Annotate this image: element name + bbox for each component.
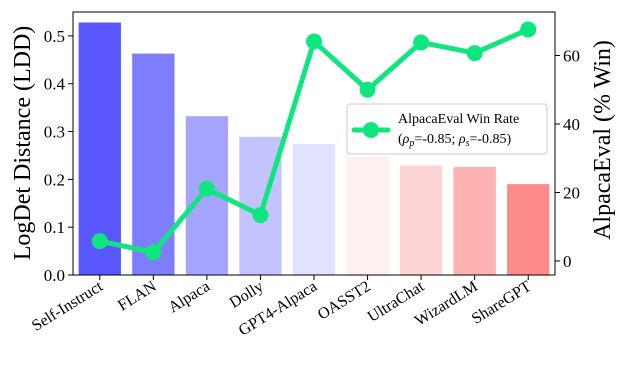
win-rate-point-alpaca — [198, 180, 215, 197]
right-tick-label: 40 — [563, 115, 580, 134]
x-tick-label: OASST2 — [315, 278, 374, 324]
win-rate-point-oasst2 — [359, 81, 376, 98]
left-tick-label: 0.4 — [44, 75, 66, 94]
bar-ultrachat — [399, 165, 443, 275]
right-tick-label: 0 — [563, 252, 572, 271]
right-ticks: 0 20 40 60 — [555, 46, 580, 271]
win-rate-point-sharegpt — [520, 21, 537, 38]
win-rate-point-dolly — [252, 207, 269, 224]
legend-marker-swatch — [363, 122, 379, 138]
left-tick-label: 0.2 — [44, 170, 65, 189]
bar-oasst2 — [346, 156, 389, 275]
left-tick-label: 0.0 — [44, 266, 65, 285]
y-axis-label: LogDet Distance (LDD) — [10, 26, 36, 261]
right-tick-label: 60 — [563, 46, 580, 65]
left-tick-label: 0.5 — [44, 27, 65, 46]
bar-gpt4-alpaca — [292, 143, 336, 275]
legend-entry: AlpacaEval Win Rate — [398, 112, 519, 127]
win-rate-point-flan — [145, 244, 162, 261]
x-tick-label: FLAN — [115, 278, 160, 315]
legend-box — [346, 103, 548, 155]
bar-self-instruct — [78, 22, 121, 275]
win-rate-point-self-instruct — [91, 233, 108, 250]
bar-sharegpt — [507, 184, 550, 275]
legend: AlpacaEval Win Rate (ρp=-0.85; ρs=-0.85) — [346, 103, 548, 155]
bars-group — [78, 22, 550, 275]
x-tick-label: Self-Instruct — [29, 278, 106, 335]
left-ticks: 0.0 0.1 0.2 0.3 0.4 0.5 — [44, 27, 73, 285]
legend-subtitle: (ρp=-0.85; ρs=-0.85) — [398, 132, 512, 149]
category-labels: Self-Instruct FLAN Alpaca DollyGPT4-AlpacaO… — [29, 275, 535, 339]
win-rate-point-gpt4-alpaca — [306, 33, 322, 50]
bar-flan — [132, 53, 175, 275]
y-axis-right-label: AlpacaEval (% Win) — [590, 40, 616, 240]
win-rate-point-wizardlm — [466, 45, 483, 62]
x-tick-label: ShareGPT — [469, 278, 535, 328]
x-tick-label: Dolly — [227, 278, 267, 312]
bar-wizardlm — [453, 166, 496, 275]
left-tick-label: 0.3 — [44, 123, 65, 142]
win-rate-point-ultrachat — [413, 34, 430, 51]
x-tick-label: Alpaca — [166, 278, 213, 316]
line-group — [91, 21, 537, 261]
left-tick-label: 0.1 — [44, 218, 65, 237]
right-tick-label: 20 — [563, 183, 580, 202]
